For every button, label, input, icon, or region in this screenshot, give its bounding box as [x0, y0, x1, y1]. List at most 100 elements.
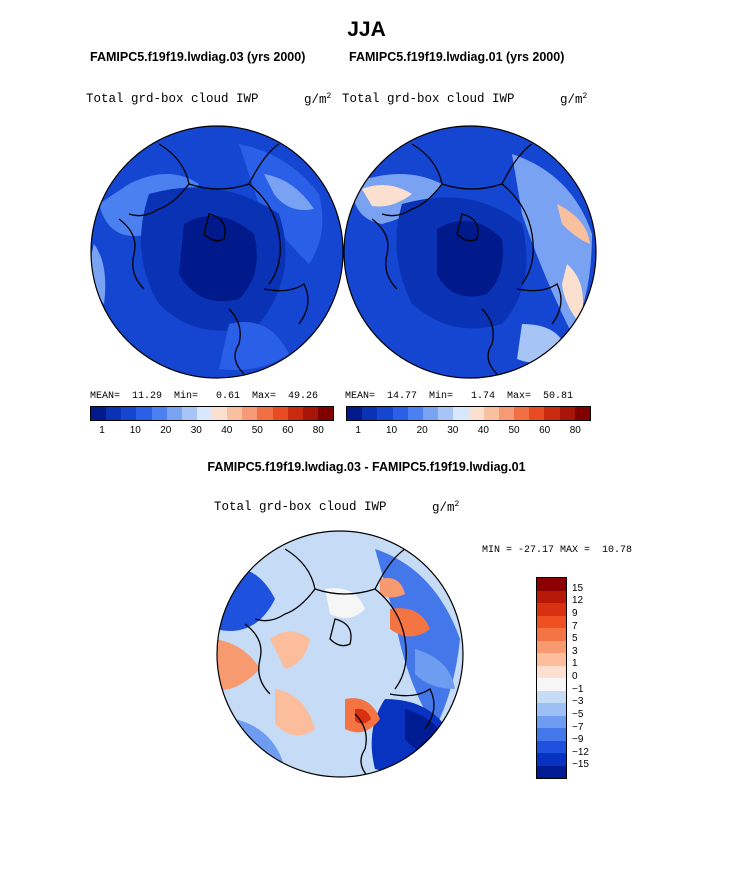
colorbar-tick-label: 1 — [572, 658, 578, 670]
colorbar-tick-label: −1 — [572, 683, 584, 695]
field-patch — [437, 221, 503, 297]
colorbar-tick-label: 15 — [572, 582, 584, 594]
coastline — [371, 218, 398, 290]
left-colorbar — [90, 406, 334, 421]
colorbar-swatch — [537, 603, 566, 616]
colorbar-swatch — [537, 640, 566, 653]
coastline — [354, 713, 371, 777]
colorbar-tick-label: −3 — [572, 696, 584, 708]
colorbar-swatch — [559, 407, 575, 420]
colorbar-tick-label: −12 — [572, 746, 589, 758]
coastline — [254, 548, 316, 622]
colorbar-swatch — [537, 653, 566, 666]
field-patch — [362, 185, 412, 207]
coastline — [248, 183, 281, 285]
colorbar-swatch — [121, 407, 137, 420]
diff-polar-map — [216, 530, 464, 778]
colorbar-swatch — [196, 407, 212, 420]
right-colorbar-ticks: 1 10 20 30 40 50 60 80 — [346, 425, 591, 439]
coastline — [516, 283, 562, 325]
colorbar-tick-label: 20 — [416, 425, 428, 436]
colorbar-tick-label: −7 — [572, 721, 584, 733]
colorbar-swatch — [514, 407, 530, 420]
left-units-label: g/m2 — [304, 92, 332, 108]
colorbar-swatch — [166, 407, 182, 420]
colorbar-swatch — [544, 407, 560, 420]
colorbar-swatch — [91, 407, 107, 420]
colorbar-swatch — [574, 407, 590, 420]
coastline — [481, 308, 498, 375]
colorbar-tick-label: 3 — [572, 645, 578, 657]
colorbar-tick-label: −5 — [572, 708, 584, 720]
colorbar-swatch — [468, 407, 484, 420]
colorbar-tick-label: 5 — [572, 633, 578, 645]
colorbar-swatch — [537, 678, 566, 691]
colorbar-tick-label: 0 — [572, 671, 578, 682]
diff-colorbar-ticks: 15 12 9 7 5 3 1 0 −1 −3 −5 −7 −9 −12 −15 — [572, 577, 612, 779]
colorbar-tick-label: 50 — [251, 425, 263, 436]
coastline — [389, 688, 435, 730]
colorbar-tick-label: 10 — [385, 425, 398, 436]
colorbar-tick-label: 30 — [447, 425, 459, 436]
left-polar-map — [90, 125, 344, 379]
field-patch — [325, 588, 365, 618]
colorbar-swatch — [257, 407, 273, 420]
colorbar-tick-label: 30 — [190, 425, 202, 436]
colorbar-tick-label: 9 — [572, 607, 578, 619]
colorbar-tick-label: 20 — [160, 425, 172, 436]
colorbar-swatch — [212, 407, 228, 420]
colorbar-swatch — [537, 740, 566, 753]
colorbar-swatch — [136, 407, 152, 420]
coastline — [381, 143, 443, 217]
colorbar-swatch — [242, 407, 258, 420]
coastline — [228, 308, 245, 375]
colorbar-tick-label: 12 — [572, 595, 584, 607]
field-patch — [415, 649, 455, 689]
colorbar-swatch — [392, 407, 408, 420]
colorbar-swatch — [438, 407, 454, 420]
field-patch — [179, 216, 257, 302]
colorbar-swatch — [407, 407, 423, 420]
colorbar-swatch — [151, 407, 167, 420]
figure-title: JJA — [347, 18, 386, 41]
left-colorbar-ticks: 1 10 20 30 40 50 60 80 — [90, 425, 334, 439]
field-patch — [355, 708, 371, 724]
coastline — [118, 218, 145, 290]
colorbar-swatch — [362, 407, 378, 420]
colorbar-swatch — [302, 407, 318, 420]
colorbar-swatch — [453, 407, 469, 420]
field-patch — [91, 244, 106, 304]
colorbar-tick-label: 50 — [508, 425, 520, 436]
colorbar-swatch — [498, 407, 515, 420]
coastline — [263, 283, 309, 325]
colorbar-tick-label: 40 — [477, 425, 489, 436]
left-case-title: FAMIPC5.f19f19.lwdiag.03 (yrs 2000) — [90, 50, 306, 64]
coastline — [456, 213, 479, 242]
colorbar-tick-label: 60 — [282, 425, 294, 436]
field-patch — [217, 639, 260, 690]
coastline — [329, 618, 352, 647]
colorbar-swatch — [537, 590, 566, 603]
colorbar-swatch — [537, 690, 566, 703]
right-units-label: g/m2 — [560, 92, 588, 108]
field-patch — [264, 174, 314, 210]
colorbar-swatch — [529, 407, 545, 420]
colorbar-swatch — [537, 728, 566, 741]
colorbar-swatch — [483, 407, 499, 420]
colorbar-tick-label: 10 — [129, 425, 141, 436]
diff-variable-label: Total grd-box cloud IWP — [214, 500, 387, 514]
field-patch — [390, 608, 430, 637]
colorbar-tick-label: 80 — [569, 425, 581, 436]
colorbar-tick-label: −9 — [572, 734, 584, 746]
colorbar-swatch — [347, 407, 363, 420]
colorbar-swatch — [537, 765, 566, 778]
field-patch — [557, 204, 590, 244]
colorbar-swatch — [537, 753, 566, 766]
field-patch — [239, 144, 323, 264]
colorbar-tick-label: −15 — [572, 759, 589, 771]
diff-colorbar — [536, 577, 567, 779]
coastline — [128, 143, 190, 217]
colorbar-tick-label: 7 — [572, 620, 578, 632]
coastline — [203, 213, 226, 242]
colorbar-swatch — [537, 628, 566, 641]
